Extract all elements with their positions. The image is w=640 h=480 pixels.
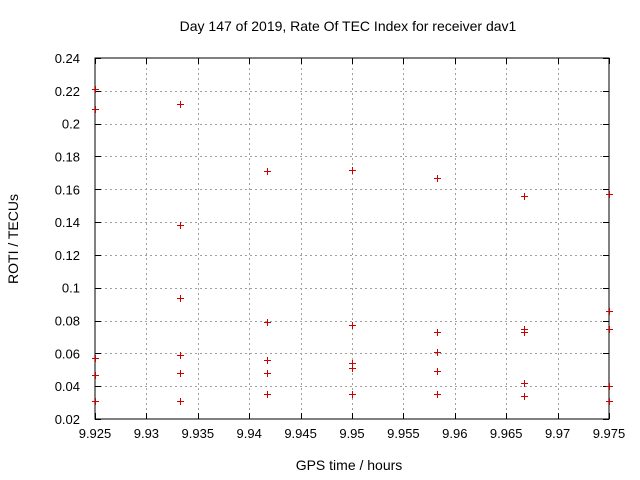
y-tick-label: 0.14 [55, 215, 80, 230]
y-tick-label: 0.04 [55, 379, 80, 394]
data-point [264, 391, 271, 398]
data-point [264, 370, 271, 377]
axis-ticks [95, 58, 610, 420]
x-tick-labels: 9.925 9.93 9.935 9.94 9.945 9.95 9.955 9.96 9.96… [79, 426, 626, 441]
data-point [177, 398, 184, 405]
x-tick-label: 9.96 [442, 426, 467, 441]
data-points [92, 86, 613, 405]
data-point [177, 101, 184, 108]
y-tick-labels: 0.02 0.04 0.06 0.08 0.1 0.12 0.14 0.16 0.18 0.2 0.… [55, 51, 80, 427]
y-tick-label: 0.06 [55, 346, 80, 361]
y-tick-label: 0.12 [55, 248, 80, 263]
y-tick-label: 0.02 [55, 412, 80, 427]
x-tick-label: 9.97 [545, 426, 570, 441]
x-tick-label: 9.975 [593, 426, 626, 441]
data-point [177, 352, 184, 359]
data-point [521, 329, 528, 336]
data-point [434, 175, 441, 182]
data-point [521, 393, 528, 400]
x-axis-label: GPS time / hours [296, 457, 403, 473]
data-point [434, 368, 441, 375]
y-tick-label: 0.2 [62, 117, 80, 132]
data-point [606, 326, 613, 333]
y-tick-label: 0.08 [55, 314, 80, 329]
data-point [264, 168, 271, 175]
data-point [606, 308, 613, 315]
data-point [177, 222, 184, 229]
chart-title: Day 147 of 2019, Rate Of TEC Index for r… [180, 18, 517, 34]
x-tick-label: 9.95 [339, 426, 364, 441]
y-tick-label: 0.22 [55, 84, 80, 99]
data-point [521, 380, 528, 387]
data-point [92, 86, 99, 93]
data-point [349, 391, 356, 398]
data-point [349, 365, 356, 372]
data-point [434, 349, 441, 356]
data-point [349, 322, 356, 329]
x-tick-label: 9.94 [237, 426, 262, 441]
data-point [606, 383, 613, 390]
x-tick-label: 9.945 [284, 426, 317, 441]
data-point [434, 329, 441, 336]
data-point [92, 398, 99, 405]
data-point [177, 295, 184, 302]
x-tick-label: 9.935 [182, 426, 215, 441]
data-point [92, 372, 99, 379]
y-tick-label: 0.16 [55, 182, 80, 197]
x-tick-label: 9.955 [387, 426, 420, 441]
data-point [264, 319, 271, 326]
x-tick-label: 9.93 [134, 426, 159, 441]
x-tick-label: 9.925 [79, 426, 112, 441]
data-point [521, 193, 528, 200]
data-point [434, 391, 441, 398]
x-tick-label: 9.965 [490, 426, 523, 441]
y-axis-label: ROTI / TECUs [5, 194, 21, 284]
data-point [606, 191, 613, 198]
data-point [92, 106, 99, 113]
y-tick-label: 0.1 [62, 281, 80, 296]
y-tick-label: 0.24 [55, 51, 80, 66]
data-point [92, 355, 99, 362]
data-point [349, 167, 356, 174]
data-point [177, 370, 184, 377]
data-point [606, 398, 613, 405]
data-point [264, 357, 271, 364]
y-tick-label: 0.18 [55, 149, 80, 164]
